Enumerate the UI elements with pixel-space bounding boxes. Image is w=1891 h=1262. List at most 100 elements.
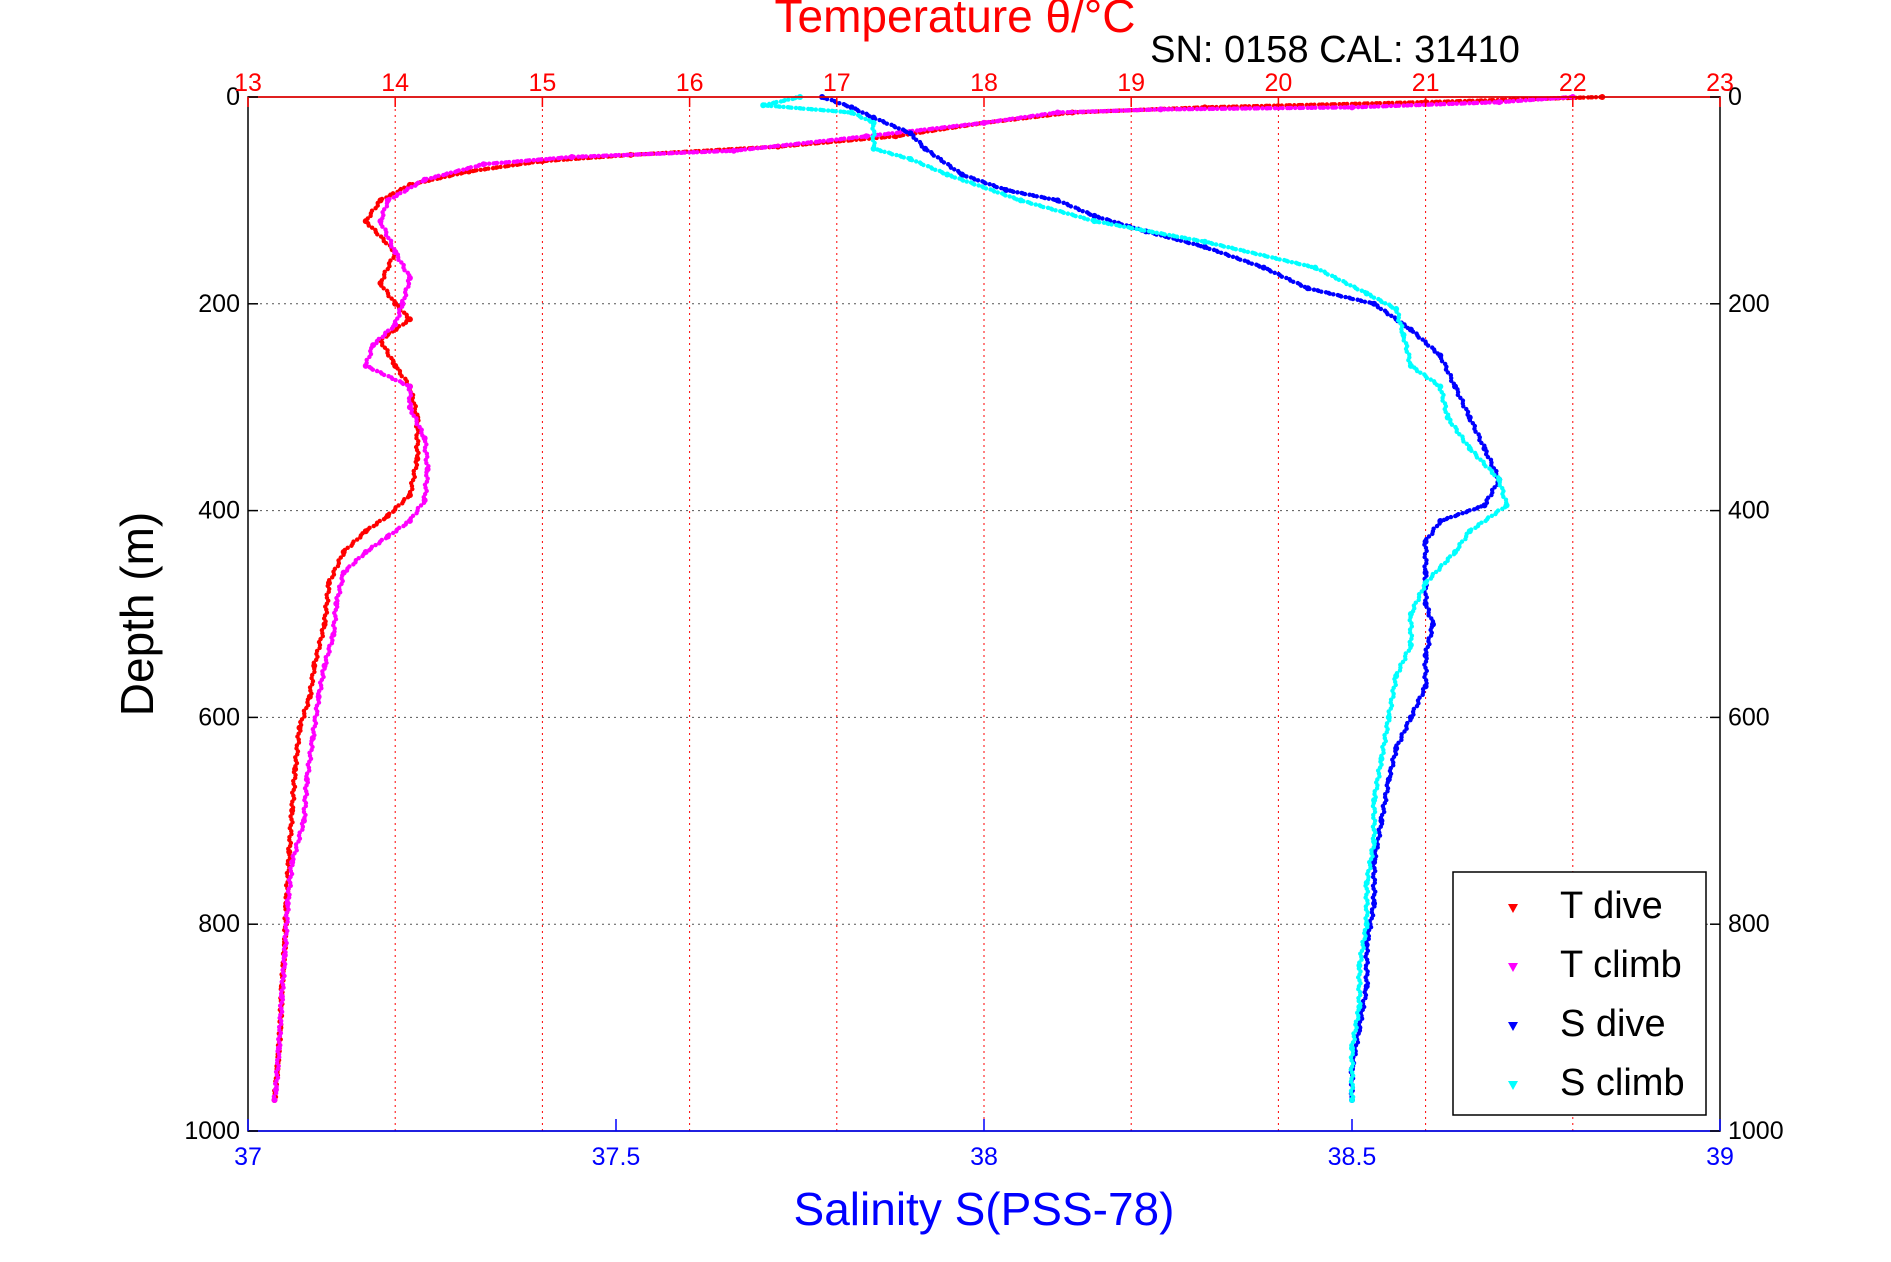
data-point-interp <box>402 189 407 194</box>
data-point-interp <box>1397 668 1403 673</box>
data-point-interp <box>366 223 371 228</box>
data-point-interp <box>1425 343 1431 348</box>
data-point-interp <box>1426 102 1431 107</box>
data-point-interp <box>1319 289 1324 294</box>
data-point-interp <box>859 115 864 120</box>
data-point-interp <box>1539 97 1544 102</box>
data-point-interp <box>1257 252 1263 257</box>
data-point-interp <box>1458 395 1463 400</box>
y-tick-label: 800 <box>198 910 240 938</box>
data-point-interp <box>723 148 729 154</box>
data-point-interp <box>523 158 529 164</box>
data-point-interp <box>1340 101 1346 107</box>
data-point-interp <box>1198 106 1203 112</box>
data-point-interp <box>498 164 503 170</box>
data-point-interp <box>1186 240 1192 246</box>
data-point-interp <box>1424 604 1429 609</box>
data-point-interp <box>992 189 997 194</box>
data-point-interp <box>411 413 416 418</box>
data-point-interp <box>890 152 895 157</box>
data-point-interp <box>1298 283 1304 288</box>
data-point-interp <box>1065 110 1070 115</box>
data-point-interp <box>1463 536 1468 542</box>
y-tick-label: 200 <box>198 290 240 318</box>
data-point-interp <box>1366 936 1371 942</box>
data-point-interp <box>1402 729 1407 734</box>
data-point-interp <box>1038 112 1044 118</box>
data-point-interp <box>1413 102 1419 108</box>
data-point-interp <box>825 108 831 113</box>
data-point-interp <box>743 147 748 152</box>
data-point-interp <box>1027 114 1032 119</box>
data-point-interp <box>381 517 387 522</box>
data-point-interp <box>608 153 614 158</box>
data-point-interp <box>1414 703 1420 709</box>
data-point-interp <box>621 152 626 158</box>
data-point-interp <box>786 97 791 102</box>
data-point-interp <box>470 168 476 174</box>
data-point-interp <box>1451 551 1457 557</box>
data-point-interp <box>884 121 890 126</box>
data-point-interp <box>793 105 799 111</box>
data-point-interp <box>1474 455 1480 460</box>
x-top-tick-label: 16 <box>676 69 704 97</box>
data-point-interp <box>1420 692 1425 698</box>
data-point-interp <box>1121 224 1127 229</box>
data-point-interp <box>1336 277 1342 283</box>
data-point-interp <box>401 381 406 387</box>
data-point-interp <box>380 224 385 229</box>
x-top-tick-label: 17 <box>823 69 851 97</box>
data-point-interp <box>371 523 376 529</box>
data-point-interp <box>1057 199 1062 204</box>
data-point-interp <box>1314 266 1319 272</box>
data-point-interp <box>1252 106 1257 111</box>
data-point-interp <box>994 118 1000 124</box>
data-point-interp <box>720 149 725 154</box>
data-point-interp <box>901 155 906 160</box>
data-point-interp <box>1385 789 1390 794</box>
data-point-interp <box>1511 98 1516 104</box>
data-point-interp <box>1404 103 1410 108</box>
data-point-interp <box>1218 250 1224 256</box>
data-point-interp <box>1002 117 1008 123</box>
data-point-interp <box>313 657 319 662</box>
data-point-interp <box>1492 472 1497 478</box>
data-point-interp <box>1448 378 1454 384</box>
data-point-interp <box>1272 270 1277 275</box>
data-point-interp <box>1307 286 1312 292</box>
data-point-interp <box>707 149 712 154</box>
data-point-interp <box>877 117 882 123</box>
data-point-interp <box>1233 247 1238 252</box>
data-point-interp <box>1330 105 1335 110</box>
data-point-interp <box>1068 204 1074 209</box>
data-point-interp <box>579 154 585 159</box>
data-point-interp <box>1389 313 1394 319</box>
data-point <box>1091 212 1098 219</box>
data-point-interp <box>1150 230 1156 235</box>
data-point-interp <box>302 714 307 719</box>
legend-marker <box>1508 963 1518 972</box>
data-point-interp <box>310 682 315 687</box>
data-point-interp <box>1469 448 1474 453</box>
data-point-interp <box>391 255 396 260</box>
data-point-interp <box>1399 737 1404 743</box>
data-point-interp <box>1065 211 1071 216</box>
data-point-interp <box>1292 105 1298 111</box>
data-point-interp <box>358 535 363 540</box>
data-point-interp <box>964 179 969 184</box>
data-point-interp <box>922 127 927 132</box>
data-point-interp <box>414 510 419 516</box>
data-point-interp <box>1210 241 1215 247</box>
data-point-interp <box>860 110 865 115</box>
data-point-interp <box>1363 995 1368 1001</box>
data-point-interp <box>1195 238 1200 243</box>
chart-title: Temperature θ/°C <box>775 0 1136 42</box>
data-point-interp <box>845 104 850 109</box>
series-t-climb <box>271 94 1576 1103</box>
data-point-interp <box>1035 113 1040 118</box>
data-point-interp <box>1318 268 1323 273</box>
data-point-interp <box>1041 204 1046 210</box>
data-point-interp <box>954 123 960 129</box>
data-point-interp <box>1394 309 1399 315</box>
legend-box <box>1452 871 1707 1116</box>
